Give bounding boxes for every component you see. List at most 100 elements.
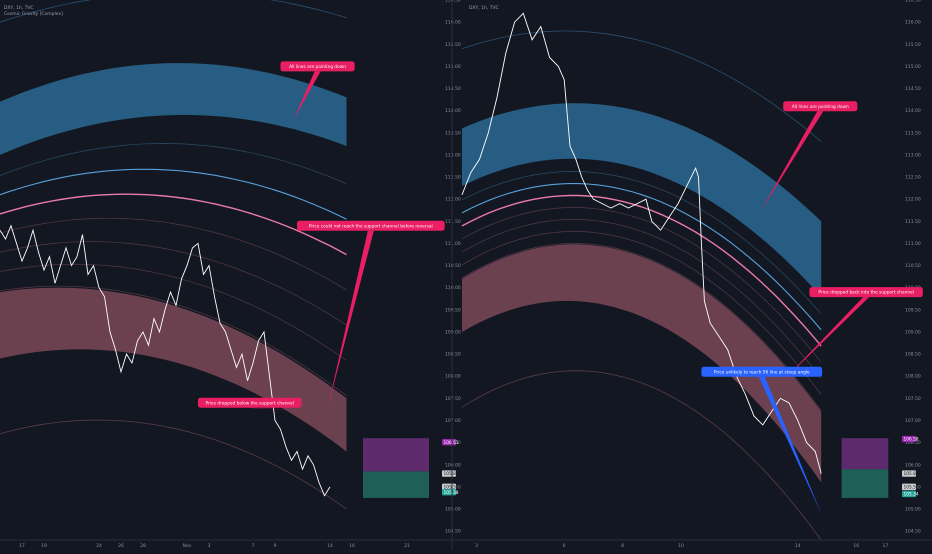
gravity-line [0, 263, 347, 361]
y-tick-label: 109.50 [905, 307, 921, 313]
callout-text: All lines are pointing down [792, 104, 849, 110]
x-tick-label: 24 [96, 543, 102, 549]
gravity-line [0, 217, 347, 291]
gravity-line [0, 168, 347, 220]
x-tick-label: 3 [208, 543, 211, 549]
y-tick-label: 107.50 [905, 396, 921, 402]
lower-support-channel [462, 244, 822, 483]
outer-lower-line [0, 419, 347, 510]
y-tick-label: 108.00 [905, 374, 921, 380]
y-tick-label: 113.50 [445, 130, 461, 136]
y-tick-label: 114.00 [905, 108, 921, 114]
outer-upper-line [0, 0, 347, 23]
right-chart-title: DXY, 1h, TVC [469, 5, 499, 11]
x-tick-label: 10 [678, 543, 684, 549]
cosmic-gravity-lines [461, 30, 822, 541]
left-chart-panel: DXY, 1h, TVC Cosmic Gravity [Complex] 10… [0, 0, 461, 549]
y-tick-label: 111.00 [445, 241, 461, 247]
gravity-line [461, 243, 822, 411]
price-line [461, 12, 822, 474]
target-zone-upper [363, 438, 429, 472]
y-tick-label: 105.00 [905, 507, 921, 513]
y-tick-label: 109.00 [905, 329, 921, 335]
gravity-line [461, 219, 822, 379]
y-tick-label: 116.00 [905, 20, 921, 26]
y-tick-label: 107.00 [905, 418, 921, 424]
price-axis-label-text: 105.80 [904, 471, 919, 477]
gravity-line [0, 241, 347, 326]
gravity-line [461, 231, 822, 395]
callout-text: Price could not reach the support channe… [309, 223, 433, 229]
annotation-callout: All lines are pointing down [280, 61, 355, 120]
x-tick-label: 8 [621, 543, 624, 549]
price-axis-label-text: 105.50 [904, 484, 919, 490]
price-axis-label: 106.58 [902, 435, 919, 443]
y-tick-label: 114.50 [905, 86, 921, 92]
price-axis-label: 106.51 [442, 438, 459, 446]
y-tick-label: 114.00 [445, 108, 461, 114]
y-tick-label: 106.00 [905, 462, 921, 468]
callout-text: Price dropped back into the support chan… [818, 290, 914, 296]
y-tick-label: 113.00 [445, 152, 461, 158]
callout-box [297, 220, 445, 231]
callout-pointer [327, 230, 374, 408]
price-axis-label: 105.80 [442, 470, 459, 477]
price-axis-label-text: 105.34 [904, 492, 919, 498]
target-zone-lower [363, 471, 429, 498]
y-tick-label: 112.50 [905, 175, 921, 181]
callout-box [809, 287, 923, 298]
callout-text: Price unlikely to reach 56 line at steep… [714, 369, 810, 375]
x-tick-label: 17 [19, 543, 25, 549]
annotation-callout: Price dropped back into the support chan… [783, 287, 923, 381]
x-tick-label: 16 [853, 543, 859, 549]
gravity-line [0, 285, 347, 397]
y-tick-label: 116.50 [445, 0, 461, 4]
x-tick-label: 17 [883, 543, 889, 549]
gravity-line [461, 182, 822, 331]
callout-text: Price dropped below the support channel [206, 400, 294, 406]
left-chart-title: DXY, 1h, TVC [4, 5, 34, 11]
y-tick-label: 111.00 [905, 241, 921, 247]
upper-resistance-channel [462, 103, 822, 297]
y-tick-label: 114.50 [445, 86, 461, 92]
price-axis-label-text: 105.38 [444, 490, 459, 496]
x-tick-label: 7 [252, 543, 255, 549]
target-zone-lower [841, 469, 889, 498]
y-tick-label: 108.50 [445, 352, 461, 358]
outer-upper-line [461, 30, 822, 142]
y-tick-label: 115.00 [445, 64, 461, 70]
y-tick-label: 112.00 [445, 197, 461, 203]
pink-midline [0, 193, 347, 256]
gravity-line [461, 207, 822, 363]
price-axis-label: 105.80 [902, 470, 919, 477]
x-axis: 17 19 24 26 28 Nov 3 7 9 14 16 21 [19, 543, 410, 549]
y-tick-label: 106.00 [445, 462, 461, 468]
callout-pointer [783, 297, 870, 381]
x-axis: 3 6 8 10 14 16 17 [475, 543, 888, 549]
callout-text: All lines are pointing down [289, 64, 346, 70]
y-tick-label: 104.50 [905, 529, 921, 535]
price-axis-label: 105.50 [902, 483, 919, 490]
annotation-callout: All lines are pointing down [759, 101, 858, 213]
y-tick-label: 104.50 [445, 529, 461, 535]
y-tick-label: 108.50 [905, 352, 921, 358]
callout-pointer [758, 376, 822, 514]
y-tick-label: 116.00 [445, 20, 461, 26]
callout-pointer [759, 111, 824, 213]
callout-box [701, 366, 823, 377]
right-chart-panel: DXY, 1h, TVC 104.50 105.00 105.50 106.00 106… [461, 0, 923, 549]
cosmic-gravity-lines [0, 0, 347, 510]
target-zone-upper [841, 438, 889, 470]
y-tick-label: 109.00 [445, 329, 461, 335]
price-axis-label-text: 105.50 [444, 484, 459, 490]
callout-pointer [293, 71, 321, 120]
y-tick-label: 113.50 [905, 130, 921, 136]
y-tick-label: 115.50 [905, 42, 921, 48]
x-tick-label: 3 [475, 543, 478, 549]
x-tick-label: 19 [41, 543, 47, 549]
y-tick-label: 112.00 [905, 197, 921, 203]
annotation-callout: Price unlikely to reach 56 line at steep… [701, 366, 823, 514]
x-tick-label: 26 [118, 543, 124, 549]
callout-box [783, 101, 858, 112]
x-tick-label: 16 [349, 543, 355, 549]
